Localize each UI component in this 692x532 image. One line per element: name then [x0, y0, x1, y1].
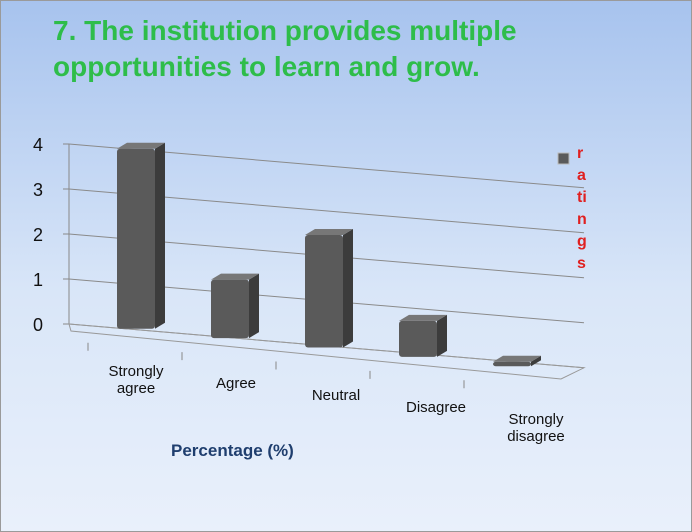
bar-top	[305, 229, 353, 235]
bar-top	[493, 355, 541, 362]
x-tick-label: Strongly agree	[108, 363, 164, 397]
bar-side	[249, 273, 259, 339]
x-tick-label: Agree	[215, 375, 257, 392]
bar-top	[117, 142, 165, 149]
bar-side	[531, 355, 541, 367]
x-tick-label: Disagree	[405, 399, 467, 416]
bar	[493, 361, 531, 367]
y-tick-label: 2	[33, 225, 43, 245]
bar-side	[155, 142, 165, 329]
legend-marker	[557, 152, 570, 165]
bar	[399, 320, 437, 357]
bar-side	[437, 314, 447, 357]
bar	[305, 235, 343, 348]
y-tick-label: 1	[33, 270, 43, 290]
y-tick-label: 0	[33, 315, 43, 335]
bar	[117, 148, 155, 329]
x-axis-label: Percentage (%)	[171, 441, 294, 460]
y-tick-label: 3	[33, 180, 43, 200]
x-tick-label: Strongly disagree	[507, 411, 565, 445]
bar-top	[211, 273, 259, 280]
x-tick-label: Neutral	[311, 387, 361, 404]
legend-label: ratings	[577, 145, 587, 272]
bar-top	[399, 314, 447, 321]
bar	[211, 279, 249, 339]
chart-title: 7. The institution provides multiple opp…	[53, 15, 517, 82]
bar-side	[343, 229, 353, 348]
y-tick-label: 4	[33, 135, 43, 155]
